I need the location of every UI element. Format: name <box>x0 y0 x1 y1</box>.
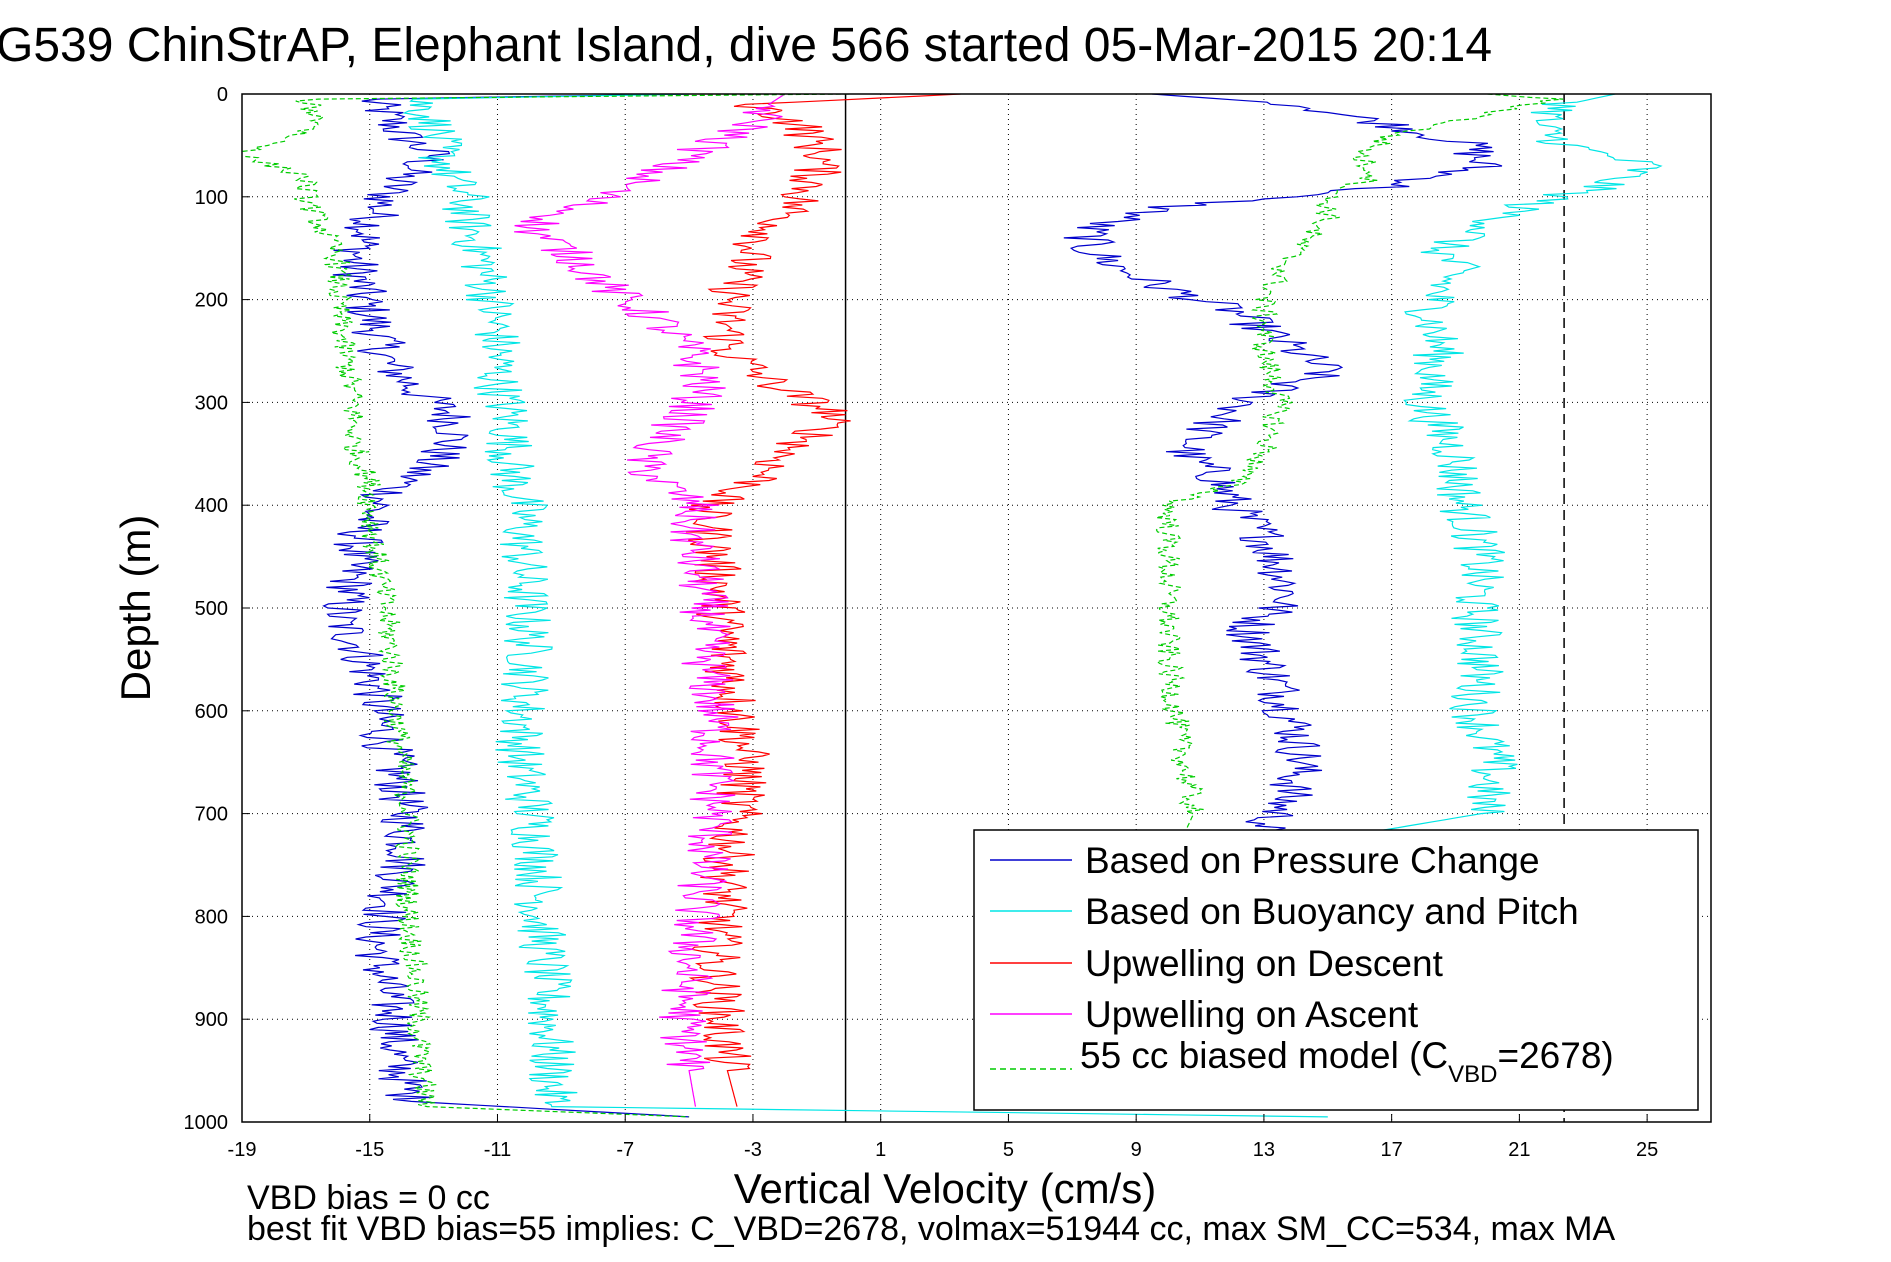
legend-label-biased-model: 55 cc biased model (CVBD=2678) <box>1080 1035 1614 1088</box>
legend-label-biased-model-main: 55 cc biased model (C <box>1080 1035 1448 1076</box>
y-tick-label: 1000 <box>184 1112 229 1134</box>
x-tick-label: 17 <box>1381 1139 1403 1161</box>
x-tick-label: -15 <box>355 1139 384 1161</box>
y-tick-label: 600 <box>195 701 228 723</box>
y-tick-label: 900 <box>195 1009 228 1031</box>
series-line-5 <box>514 94 786 1107</box>
x-axis-ticks: -19 -15 -11 -7 -3 1 5 9 13 17 21 25 <box>228 1114 1658 1161</box>
series-line-7 <box>1155 94 1564 835</box>
x-tick-label: 5 <box>1003 1139 1014 1161</box>
x-axis-label: Vertical Velocity (cm/s) <box>734 1165 1156 1212</box>
y-axis-label: Depth (m) <box>112 515 159 702</box>
y-tick-label: 200 <box>195 290 228 312</box>
x-tick-label: -19 <box>228 1139 257 1161</box>
series-line-1 <box>1063 94 1503 917</box>
series-line-6 <box>242 94 849 1118</box>
legend-label-biased-model-tail: =2678) <box>1497 1035 1613 1076</box>
data-series <box>242 94 1663 1118</box>
x-tick-label: -3 <box>744 1139 762 1161</box>
legend-label-upwelling-descent: Upwelling on Descent <box>1085 943 1444 984</box>
y-tick-label: 500 <box>195 598 228 620</box>
x-tick-label: -11 <box>484 1139 511 1161</box>
series-line-4 <box>685 94 961 1107</box>
x-tick-label: 1 <box>875 1139 886 1161</box>
chart-title: G539 ChinStrAP, Elephant Island, dive 56… <box>0 19 1492 72</box>
y-axis-ticks: 0 100 200 300 400 500 600 700 800 900 1000 <box>184 84 250 1134</box>
legend-box <box>973 829 1699 1111</box>
y-tick-label: 100 <box>195 187 228 209</box>
series-line-3 <box>1359 94 1663 835</box>
y-tick-label: 400 <box>195 495 228 517</box>
best-fit-note: best fit VBD bias=55 implies: C_VBD=2678… <box>247 1210 1616 1248</box>
legend: Based on Pressure Change Based on Buoyan… <box>973 829 1699 1111</box>
legend-label-pressure-change: Based on Pressure Change <box>1085 840 1540 881</box>
vbd-bias-note: VBD bias = 0 cc <box>247 1179 490 1217</box>
y-tick-label: 0 <box>217 84 228 106</box>
y-tick-label: 800 <box>195 906 228 928</box>
x-tick-label: 9 <box>1131 1139 1142 1161</box>
legend-label-buoyancy-pitch: Based on Buoyancy and Pitch <box>1085 891 1579 932</box>
x-tick-label: 13 <box>1253 1139 1275 1161</box>
x-tick-label: -7 <box>616 1139 634 1161</box>
series-line-0 <box>322 94 690 1118</box>
x-tick-label: 21 <box>1508 1139 1530 1161</box>
y-tick-label: 700 <box>195 804 228 826</box>
series-line-2 <box>402 94 1328 1118</box>
x-tick-label: 25 <box>1636 1139 1658 1161</box>
legend-label-upwelling-ascent: Upwelling on Ascent <box>1085 994 1419 1035</box>
y-tick-label: 300 <box>195 392 228 414</box>
legend-label-biased-model-sub: VBD <box>1448 1061 1497 1088</box>
